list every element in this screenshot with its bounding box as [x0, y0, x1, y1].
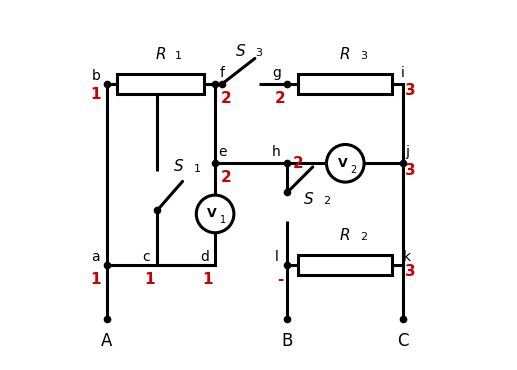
Text: 1: 1 [175, 51, 183, 61]
Text: 3: 3 [360, 51, 367, 61]
Text: c: c [143, 250, 150, 264]
Text: 1: 1 [145, 272, 155, 286]
Text: R: R [340, 228, 351, 243]
Text: a: a [92, 250, 100, 264]
Text: k: k [403, 250, 411, 264]
Text: 3: 3 [255, 48, 262, 58]
Text: S: S [174, 159, 184, 174]
Text: 2: 2 [360, 232, 367, 242]
Text: 1: 1 [220, 215, 226, 225]
Text: h: h [272, 145, 281, 159]
Text: i: i [401, 66, 405, 80]
Text: V: V [338, 157, 347, 170]
Text: A: A [101, 332, 112, 350]
Text: 2: 2 [275, 91, 285, 106]
Text: S: S [236, 44, 245, 59]
Circle shape [327, 145, 364, 182]
Text: e: e [218, 145, 226, 159]
Text: 2: 2 [221, 170, 231, 185]
Text: 3: 3 [405, 84, 416, 98]
Text: l: l [275, 250, 279, 264]
Text: b: b [92, 70, 100, 84]
Text: 1: 1 [90, 272, 101, 286]
Bar [298, 255, 392, 275]
Circle shape [196, 195, 234, 233]
Text: 2: 2 [293, 156, 303, 171]
Text: 1: 1 [203, 272, 213, 286]
Text: R: R [340, 47, 351, 62]
Text: f: f [220, 66, 225, 80]
Text: S: S [305, 192, 314, 207]
Text: 1: 1 [90, 87, 101, 102]
Text: g: g [272, 66, 281, 80]
Text: R: R [156, 47, 166, 62]
Text: B: B [282, 332, 293, 350]
Text: 2: 2 [350, 165, 356, 175]
Text: j: j [405, 145, 409, 159]
Text: C: C [398, 332, 409, 350]
Text: d: d [200, 250, 209, 264]
Text: 3: 3 [405, 264, 416, 279]
Text: 2: 2 [221, 91, 231, 106]
Text: 3: 3 [405, 163, 416, 178]
Text: 2: 2 [324, 196, 331, 206]
Text: -: - [277, 272, 283, 286]
Text: 1: 1 [193, 164, 201, 174]
Bar [117, 74, 204, 94]
Text: V: V [207, 208, 217, 221]
Bar [298, 74, 392, 94]
